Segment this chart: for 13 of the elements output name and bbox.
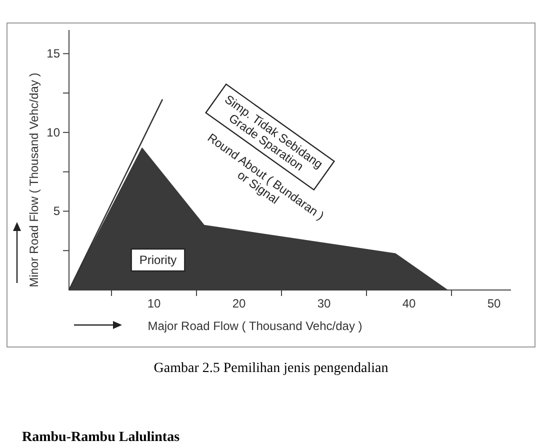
x-axis-title: Major Road Flow ( Thousand Vehc/day ) (148, 319, 362, 333)
text: Rambu-Rambu Lalulintas (22, 430, 180, 445)
x-tick-label: 10 (147, 296, 161, 311)
x-tick-label: 20 (232, 296, 246, 311)
y-axis-title: Minor Road Flow ( Thousand Vehc/day ) (27, 72, 41, 288)
y-tick-label: 15 (46, 46, 60, 60)
text: Gambar 2.5 Pemilihan jenis pengendalian (154, 361, 388, 376)
annotation: Priority (139, 253, 177, 267)
x-tick-label: 50 (487, 296, 501, 311)
y-tick-label: 5 (53, 204, 60, 218)
y-tick-label: 10 (46, 125, 60, 140)
x-tick-label: 30 (317, 296, 331, 311)
x-tick-label: 40 (402, 296, 416, 311)
